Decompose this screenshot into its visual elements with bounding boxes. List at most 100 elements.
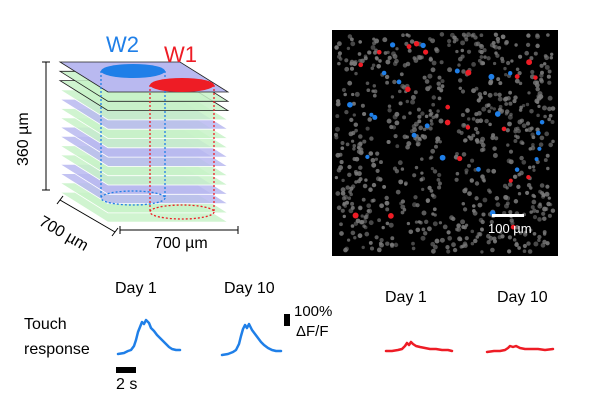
cell bbox=[528, 165, 532, 170]
cell bbox=[535, 33, 540, 38]
cell bbox=[424, 79, 430, 84]
cell bbox=[413, 121, 419, 127]
w1-cylinder bbox=[149, 78, 215, 220]
cell bbox=[406, 141, 412, 147]
cell bbox=[405, 135, 409, 139]
cell bbox=[550, 208, 556, 213]
cell bbox=[517, 246, 521, 250]
w1-responsive-cell bbox=[526, 59, 533, 66]
cell bbox=[433, 244, 438, 250]
cell bbox=[440, 79, 445, 84]
cell bbox=[424, 219, 429, 224]
cell bbox=[516, 128, 521, 134]
cell bbox=[503, 66, 507, 71]
cell bbox=[525, 102, 530, 107]
cell bbox=[481, 142, 486, 148]
cell bbox=[497, 96, 503, 102]
cell bbox=[336, 167, 342, 173]
cell bbox=[549, 56, 554, 60]
cell bbox=[374, 235, 379, 240]
cell bbox=[370, 199, 375, 203]
cell bbox=[345, 185, 350, 190]
cell bbox=[384, 200, 390, 206]
cell bbox=[335, 126, 340, 132]
cell bbox=[547, 69, 552, 74]
cell bbox=[508, 101, 513, 106]
cell bbox=[433, 213, 437, 217]
w1-responsive-cell bbox=[465, 125, 471, 130]
cell bbox=[434, 144, 438, 149]
cell bbox=[430, 38, 436, 44]
cell bbox=[536, 113, 540, 118]
cell bbox=[494, 136, 499, 141]
panel-title-w1-day10: Day 10 bbox=[497, 289, 548, 306]
w2-cylinder-bottom bbox=[100, 190, 166, 206]
cell bbox=[416, 54, 422, 60]
cell bbox=[479, 44, 485, 50]
cell bbox=[397, 160, 403, 166]
cell bbox=[412, 56, 417, 60]
w2-responsive-cell bbox=[369, 112, 374, 117]
cell bbox=[402, 115, 407, 120]
cell bbox=[461, 122, 467, 128]
cell bbox=[350, 139, 355, 143]
cell bbox=[392, 166, 398, 171]
panel-title-w1-day1: Day 1 bbox=[385, 289, 427, 306]
trace-w2-day10 bbox=[220, 322, 283, 357]
cell bbox=[469, 178, 475, 183]
cell bbox=[544, 131, 550, 137]
w2-responsive-cell bbox=[420, 42, 426, 49]
cell bbox=[527, 127, 533, 133]
cell bbox=[547, 95, 553, 101]
cell bbox=[383, 51, 388, 55]
cell bbox=[507, 121, 512, 127]
w1-cylinder-top bbox=[150, 78, 214, 92]
cell bbox=[482, 48, 487, 53]
cell bbox=[508, 90, 512, 95]
cell bbox=[530, 205, 535, 210]
cell bbox=[519, 105, 523, 110]
cell bbox=[364, 178, 368, 182]
cell bbox=[498, 230, 503, 235]
cell bbox=[340, 141, 345, 145]
cell bbox=[459, 130, 464, 135]
cell bbox=[420, 171, 424, 175]
cell bbox=[400, 167, 405, 171]
cell bbox=[550, 52, 554, 56]
cell bbox=[470, 241, 475, 246]
cell bbox=[517, 70, 522, 76]
cell bbox=[415, 227, 421, 233]
cell bbox=[506, 143, 510, 147]
cell bbox=[519, 170, 524, 176]
cell bbox=[538, 202, 542, 206]
cell bbox=[508, 210, 513, 215]
cell bbox=[464, 236, 469, 241]
cell bbox=[532, 208, 537, 213]
cell bbox=[517, 192, 522, 196]
cell bbox=[504, 96, 509, 101]
w2-responsive-cell bbox=[365, 154, 370, 160]
cell bbox=[395, 47, 399, 51]
cell bbox=[505, 186, 509, 190]
cell bbox=[480, 136, 486, 142]
cell bbox=[489, 43, 495, 48]
cell bbox=[378, 177, 383, 182]
w1-responsive-cell bbox=[406, 44, 412, 50]
cell bbox=[350, 41, 356, 47]
cell bbox=[407, 48, 412, 53]
w2-responsive-cell bbox=[537, 146, 542, 151]
cell bbox=[471, 133, 476, 138]
cell bbox=[489, 106, 493, 110]
cell bbox=[486, 168, 491, 173]
cell bbox=[531, 193, 536, 198]
cell bbox=[371, 89, 375, 93]
cell bbox=[462, 188, 468, 194]
cell bbox=[455, 152, 459, 156]
cell bbox=[439, 237, 445, 243]
cell bbox=[427, 185, 432, 191]
cell bbox=[544, 64, 550, 70]
w1-label: W1 bbox=[164, 42, 197, 67]
cell bbox=[385, 59, 391, 65]
cell bbox=[438, 118, 444, 124]
depth-axis bbox=[42, 61, 50, 191]
